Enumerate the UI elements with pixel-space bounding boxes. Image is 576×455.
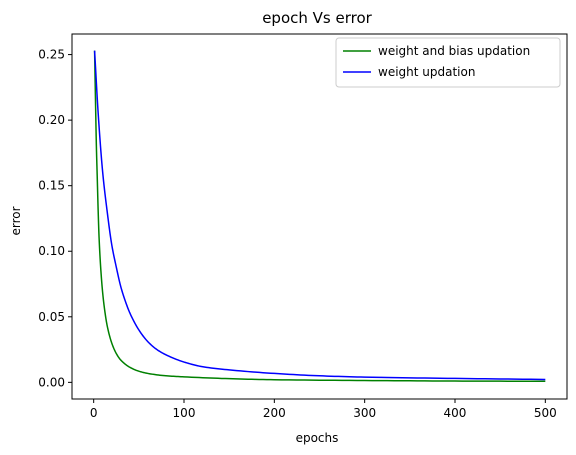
x-tick-label: 200	[263, 406, 286, 420]
x-axis-label: epochs	[296, 431, 339, 445]
plot-area	[93, 50, 546, 383]
x-tick-label: 300	[353, 406, 376, 420]
legend: weight and bias updation weight updation	[335, 37, 561, 88]
y-axis-label: error	[9, 206, 23, 235]
plot-frame	[71, 33, 568, 400]
x-tick-label: 100	[173, 406, 196, 420]
x-axis: 0 100 200 300 400 500	[90, 399, 557, 420]
legend-label: weight and bias updation	[378, 44, 530, 58]
y-tick-label: 0.05	[38, 310, 65, 324]
series-line-weight-and-bias-updation	[93, 50, 546, 383]
y-tick-label: 0.00	[38, 375, 65, 389]
y-tick-label: 0.15	[38, 179, 65, 193]
series-line-weight-updation	[93, 50, 546, 381]
x-tick-label: 400	[444, 406, 467, 420]
x-tick-label: 0	[90, 406, 98, 420]
chart-title: epoch Vs error	[262, 9, 372, 27]
y-tick-label: 0.10	[38, 244, 65, 258]
x-tick-label: 500	[534, 406, 557, 420]
y-tick-label: 0.25	[38, 48, 65, 62]
legend-box	[335, 37, 561, 88]
legend-label: weight updation	[378, 65, 475, 79]
y-axis: 0.00 0.05 0.10 0.15 0.20 0.25	[38, 48, 72, 389]
y-tick-label: 0.20	[38, 113, 65, 127]
